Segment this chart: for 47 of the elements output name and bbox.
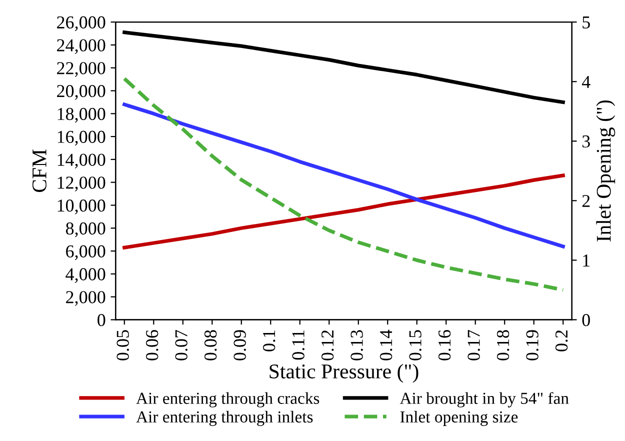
x-tick-label: 0.17 <box>468 330 480 360</box>
x-tick-label: 0.07 <box>175 330 188 360</box>
y-tick-label: 8,000 <box>66 222 106 238</box>
y-tick-label: 0 <box>98 314 106 326</box>
y-tick-label: 20,000 <box>57 85 106 100</box>
x-tick-label: 0.19 <box>526 330 538 360</box>
y2-tick-label: 4 <box>582 76 590 88</box>
y2-axis-title: Inlet Opening (") <box>596 100 616 242</box>
y2-tick-label: 2 <box>582 194 590 207</box>
legend-label: Inlet opening size <box>400 410 518 426</box>
line-series <box>122 30 565 104</box>
y-tick-label: 6,000 <box>66 245 106 260</box>
x-tick-label: 0.06 <box>146 330 158 360</box>
y-tick-label: 4,000 <box>66 268 106 283</box>
x-tick-label: 0.1 <box>262 330 276 352</box>
x-tick-label: 0.15 <box>409 330 422 360</box>
y-tick-label: 12,000 <box>58 176 106 192</box>
y-tick-label: 14,000 <box>58 154 106 168</box>
x-tick-label: 0.08 <box>204 330 217 360</box>
legend-label: Air brought in by 54" fan <box>400 392 569 408</box>
y-tick-label: 22,000 <box>57 62 106 77</box>
x-tick-label: 0.11 <box>292 330 304 360</box>
y-tick-label: 18,000 <box>58 108 106 123</box>
x-tick-label: 0.2 <box>555 330 568 352</box>
y2-tick-label: 5 <box>582 16 590 28</box>
y2-tick-label: 1 <box>583 254 590 266</box>
y2-tick-label: 3 <box>582 135 590 148</box>
y-tick-label: 10,000 <box>58 199 106 214</box>
x-axis-title: Static Pressure (") <box>270 364 418 383</box>
x-tick-label: 0.18 <box>496 330 510 360</box>
y-tick-label: 2,000 <box>66 291 106 306</box>
y-tick-label: 24,000 <box>57 39 106 54</box>
line-series <box>122 76 565 292</box>
x-tick-label: 0.13 <box>350 330 363 360</box>
legend-label: Air entering through inlets <box>136 410 313 426</box>
x-tick-label: 0.16 <box>438 330 451 360</box>
x-tick-label: 0.05 <box>116 330 129 360</box>
legend-label: Air entering through cracks <box>136 392 320 408</box>
x-tick-label: 0.12 <box>321 330 334 360</box>
y-axis-title: CFM <box>32 149 46 192</box>
y-tick-label: 26,000 <box>57 16 106 32</box>
x-tick-label: 0.09 <box>234 330 246 360</box>
line-series <box>122 174 565 250</box>
x-tick-label: 0.14 <box>380 330 392 360</box>
y-tick-label: 16,000 <box>58 130 106 146</box>
y2-tick-label: 0 <box>582 314 590 326</box>
line-series <box>122 102 565 248</box>
